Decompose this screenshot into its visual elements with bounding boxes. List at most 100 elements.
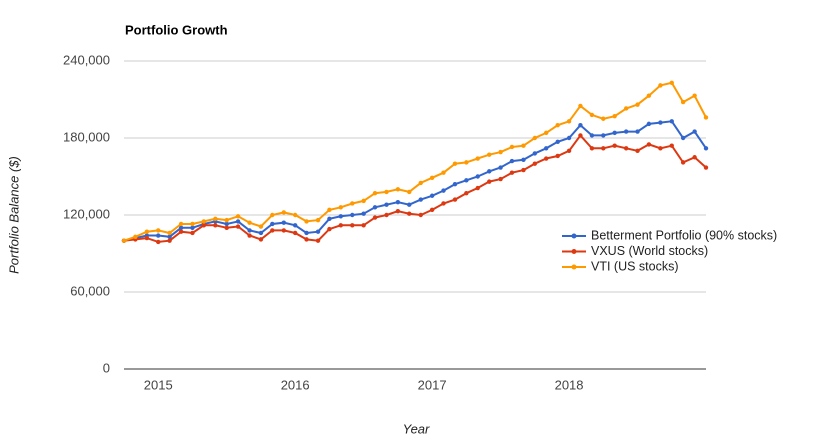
series-line	[123, 133, 707, 243]
data-point	[327, 207, 332, 213]
data-point	[361, 211, 366, 216]
x-tick-label: 2017	[418, 377, 447, 392]
data-point	[680, 99, 686, 105]
data-point	[361, 198, 366, 204]
data-point	[578, 122, 583, 128]
data-point	[658, 146, 663, 151]
data-point	[213, 216, 218, 222]
data-point	[498, 176, 503, 182]
data-point	[543, 156, 549, 161]
data-point	[315, 238, 321, 243]
data-point	[703, 165, 709, 170]
y-axis-label: Portfolio Balance ($)	[6, 156, 21, 274]
data-point	[395, 208, 401, 214]
data-point	[418, 197, 423, 202]
data-point	[498, 165, 503, 170]
y-tick-label: 0	[103, 360, 110, 375]
data-point	[555, 122, 560, 128]
data-point	[578, 133, 583, 138]
data-point	[327, 226, 332, 232]
data-point	[612, 130, 617, 136]
series-line	[123, 81, 707, 242]
data-point	[464, 160, 469, 165]
data-point	[156, 228, 161, 233]
data-point	[566, 135, 572, 141]
data-point	[350, 223, 355, 228]
data-point	[589, 146, 595, 151]
data-point	[429, 207, 435, 213]
legend-label: VXUS (World stocks)	[591, 244, 708, 258]
chart-title: Portfolio Growth	[125, 22, 228, 37]
data-point	[144, 235, 150, 241]
data-point	[281, 220, 287, 225]
data-point	[680, 160, 686, 165]
data-point	[543, 146, 549, 151]
series-line	[123, 120, 707, 242]
data-point	[429, 193, 435, 198]
data-point	[395, 187, 401, 192]
legend-label: Betterment Portfolio (90% stocks)	[591, 228, 777, 242]
data-point	[418, 180, 423, 186]
data-point	[292, 223, 298, 228]
data-point	[384, 212, 389, 218]
data-point	[350, 201, 355, 206]
data-point	[669, 80, 674, 86]
data-point	[669, 119, 674, 124]
data-point	[167, 234, 172, 240]
x-tick-label: 2018	[555, 377, 584, 392]
data-point	[190, 225, 195, 231]
data-point	[509, 158, 515, 164]
data-point	[623, 129, 629, 134]
data-point	[441, 201, 446, 206]
data-point	[658, 120, 663, 125]
data-point	[235, 224, 241, 229]
data-point	[498, 149, 503, 155]
data-point	[658, 83, 663, 88]
data-point	[178, 225, 184, 231]
data-point	[407, 211, 412, 216]
y-tick-label: 60,000	[70, 283, 110, 298]
data-point	[167, 238, 172, 243]
data-point	[350, 212, 355, 218]
data-point	[464, 190, 469, 196]
data-point	[623, 146, 629, 151]
data-point	[543, 130, 549, 136]
data-point	[167, 230, 172, 236]
data-point	[692, 93, 697, 98]
data-point	[441, 170, 446, 175]
data-point	[190, 221, 195, 227]
data-point	[635, 148, 640, 154]
data-point	[703, 115, 709, 120]
x-tick-label: 2016	[281, 377, 310, 392]
data-point	[247, 233, 252, 238]
data-point	[601, 146, 606, 151]
data-point	[487, 169, 492, 174]
data-point	[372, 190, 378, 196]
data-point	[703, 146, 709, 151]
data-point	[270, 212, 275, 218]
data-point	[601, 133, 606, 138]
data-point	[452, 197, 458, 202]
data-point	[532, 135, 538, 141]
y-tick-label: 240,000	[63, 52, 110, 67]
data-point	[612, 113, 617, 119]
data-point	[144, 229, 150, 234]
data-point	[521, 157, 526, 163]
data-point	[178, 221, 184, 227]
data-point	[669, 143, 674, 148]
y-tick-label: 180,000	[63, 129, 110, 144]
data-point	[133, 234, 138, 240]
data-point	[578, 103, 583, 109]
data-point	[247, 228, 252, 233]
data-point	[258, 237, 264, 242]
legend-dot	[571, 249, 577, 254]
data-point	[178, 229, 184, 234]
data-point	[292, 230, 298, 236]
data-point	[441, 188, 446, 193]
data-point	[327, 216, 332, 222]
data-point	[121, 238, 127, 243]
data-point	[235, 219, 241, 224]
data-point	[612, 143, 617, 148]
data-point	[429, 175, 435, 180]
